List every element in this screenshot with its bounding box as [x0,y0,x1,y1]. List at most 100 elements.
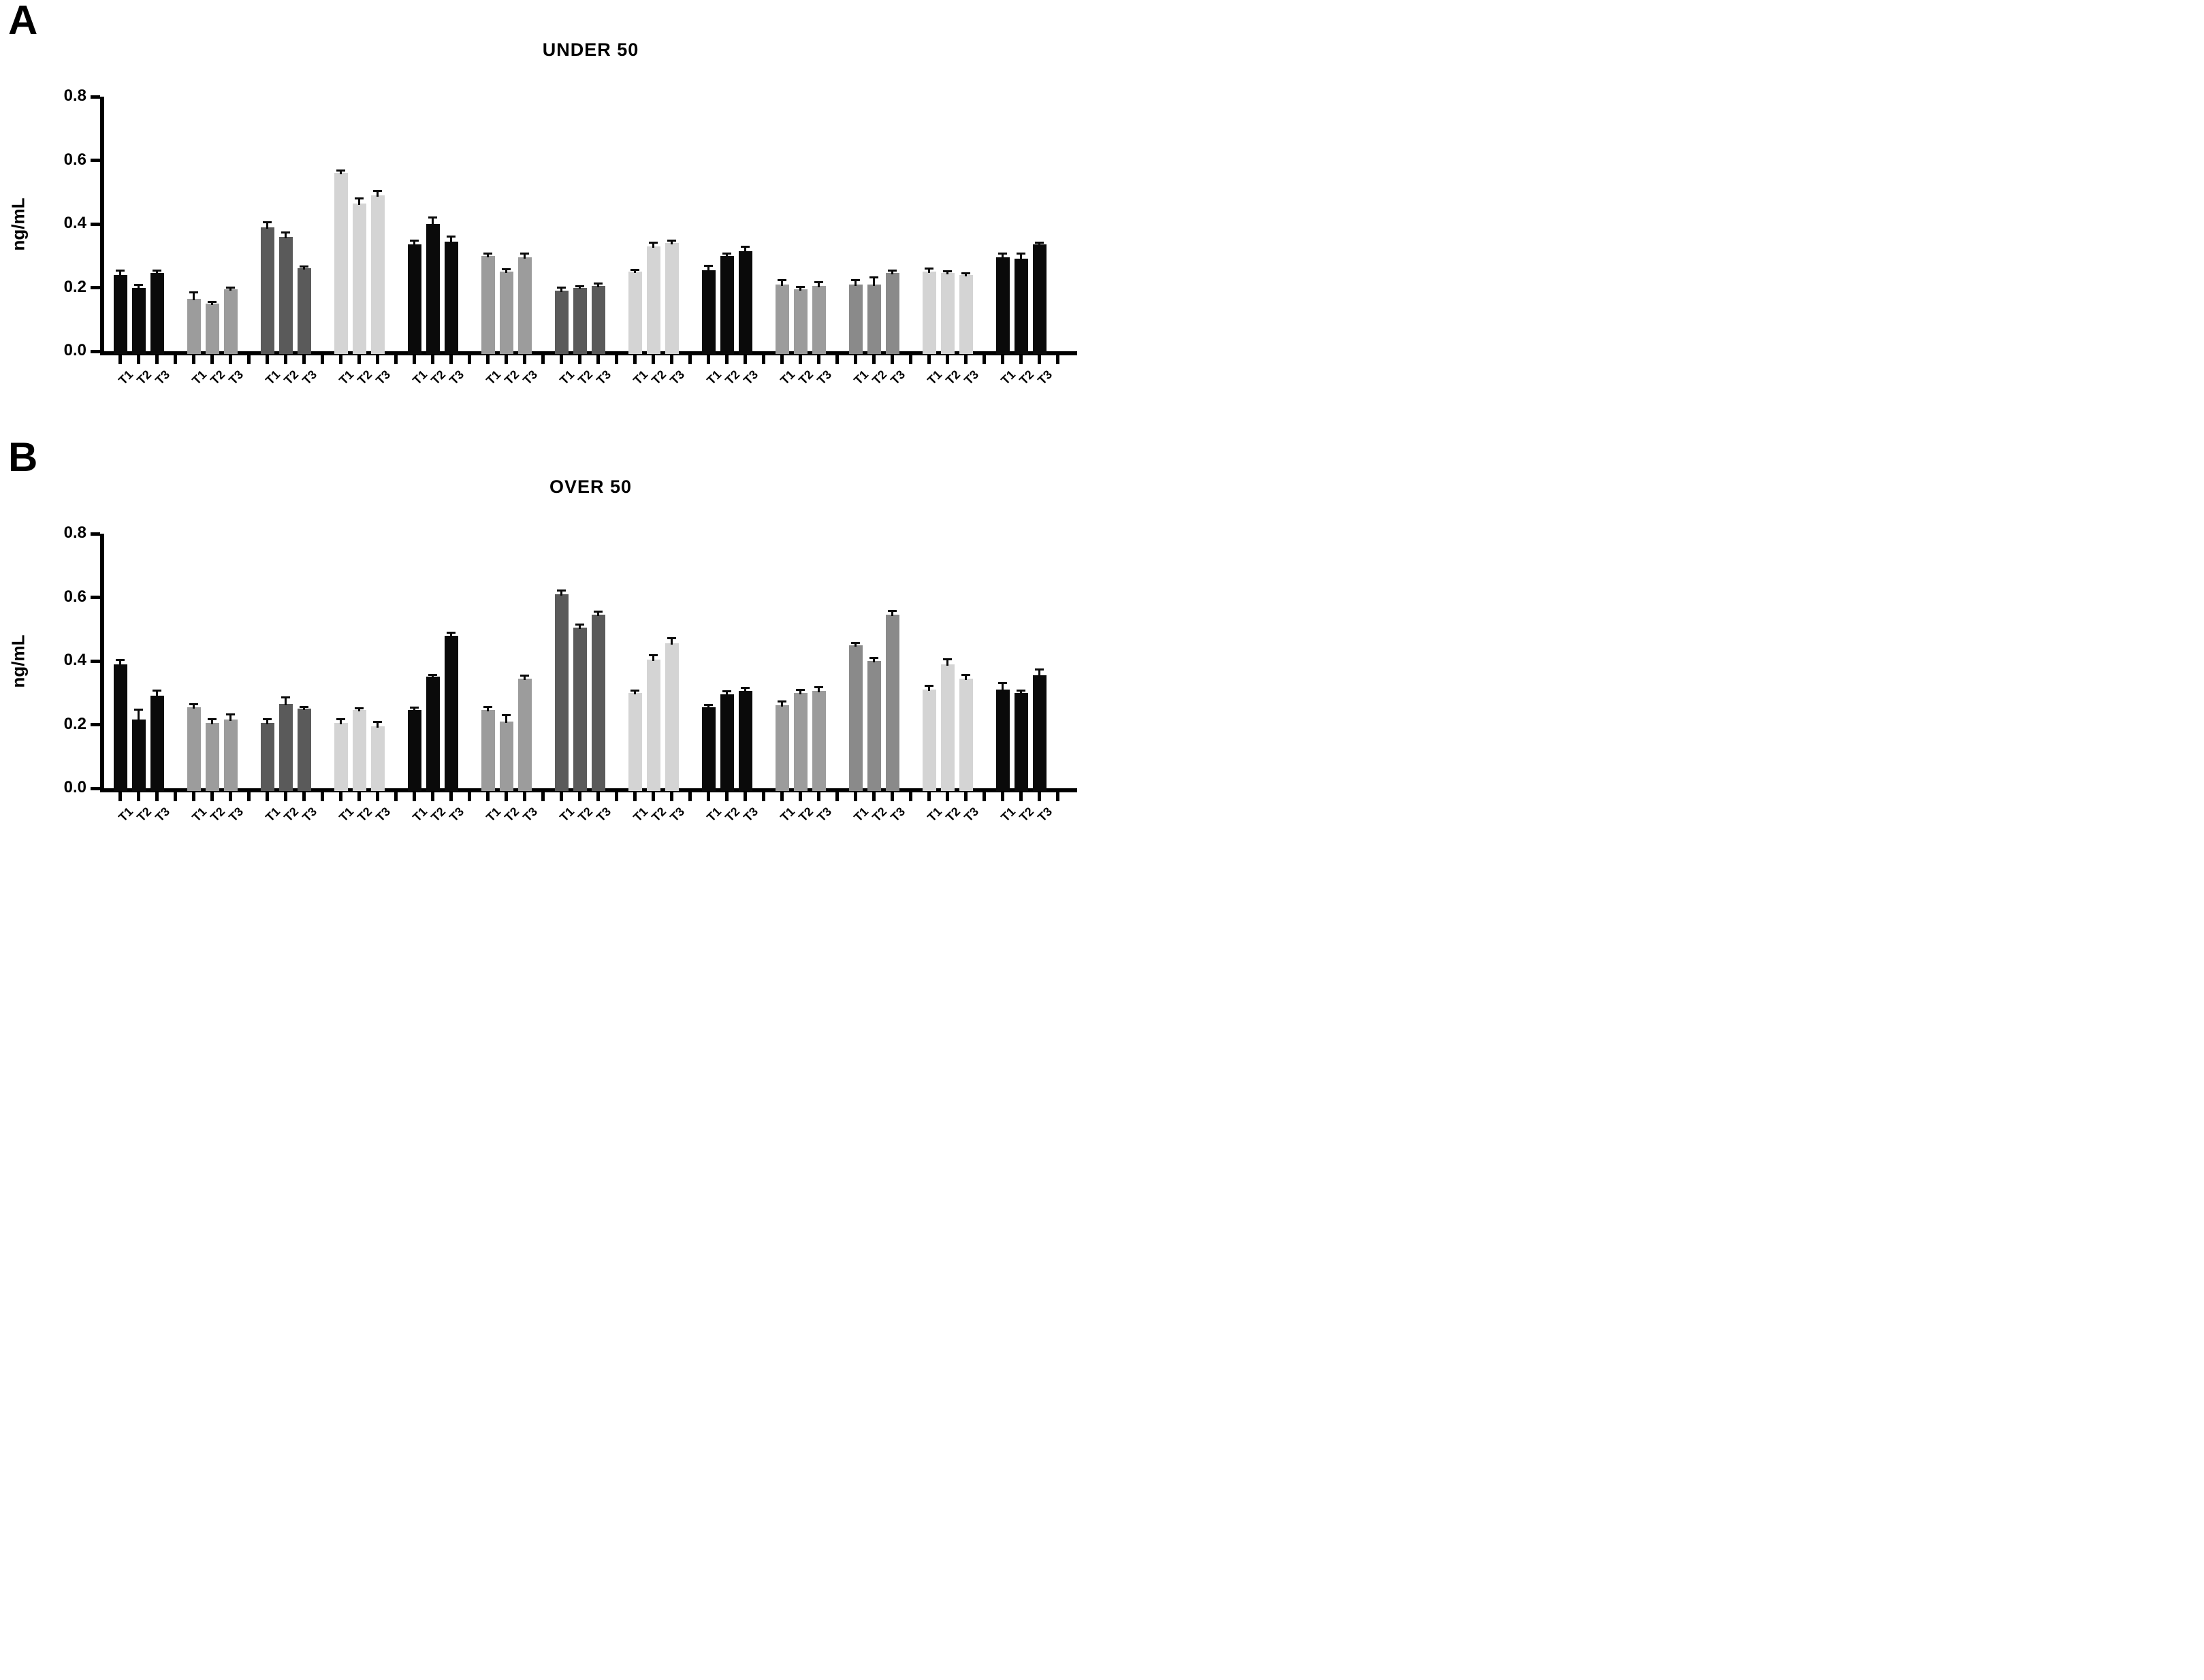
bar [517,678,532,791]
x-tick [1019,792,1023,801]
y-tick-label: 0.8 [63,523,86,542]
x-tick [266,355,269,364]
bar [352,203,366,354]
error-bar-stem [377,191,379,197]
x-tick [578,355,581,364]
error-bar-stem [560,288,562,293]
error-bar-stem [726,253,728,257]
error-bar-stem [946,271,948,275]
error-bar-stem [211,719,213,725]
x-tick [596,355,600,364]
bar [1014,692,1028,791]
x-tick [927,792,931,801]
x-tick [964,792,968,801]
x-tick [799,792,802,801]
error-bar-cap [943,270,952,272]
bar [591,615,605,791]
bar [407,710,421,791]
x-tick [339,792,342,801]
error-bar-stem [524,254,526,259]
error-bar-stem [432,675,434,679]
bar [554,594,569,791]
error-bar-cap [134,709,143,711]
bar [131,720,146,791]
error-bar-cap [778,279,786,282]
error-bar-cap [373,190,382,193]
y-tick-label: 0.8 [63,86,86,105]
bar [738,691,752,791]
error-bar-stem [726,692,728,696]
bar [278,236,293,354]
bar [701,270,716,354]
bar [499,721,513,791]
x-tick [137,355,140,364]
bar [205,303,219,354]
x-tick [670,355,673,364]
error-bar-stem [744,688,746,693]
error-bar-stem [634,691,636,694]
x-tick [799,355,802,364]
bar [370,726,385,791]
x-tick [1019,355,1023,364]
error-bar-cap [502,268,511,271]
bar [775,284,789,354]
x-tick [780,355,784,364]
x-tick [523,355,526,364]
error-bar-stem [266,719,268,725]
y-tick-label: 0.4 [63,651,86,669]
error-bar-cap [575,285,584,287]
error-bar-cap [1017,690,1025,692]
x-tick [872,355,876,364]
error-bar-cap [447,631,456,634]
y-tick-label: 0.0 [63,778,86,796]
error-bar-cap [520,674,529,677]
error-bar-cap [1035,242,1044,244]
error-bar-cap [263,221,272,223]
bar [1032,675,1047,791]
error-bar-cap [814,281,823,284]
x-tick [835,355,839,364]
bar [260,227,274,354]
error-bar-cap [189,703,198,706]
x-tick [707,792,710,801]
error-bar-cap [134,283,143,286]
error-bar-cap [649,242,658,244]
x-tick [431,355,434,364]
x-tick [596,792,600,801]
error-bar-cap [888,609,897,612]
bar [407,244,421,354]
bar [297,709,311,791]
bar [297,268,311,354]
error-bar-stem [303,707,305,711]
error-bar-cap [502,714,511,717]
x-tick [505,355,508,364]
error-bar-cap [428,216,437,219]
error-bar-cap [594,611,603,613]
bar [959,274,973,354]
error-bar-stem [138,710,140,722]
error-bar-cap [447,235,456,238]
error-bar-cap [1035,668,1044,671]
error-bar-stem [487,707,489,712]
error-bar-stem [965,273,967,276]
x-tick [1001,792,1004,801]
x-tick [523,792,526,801]
x-tick [541,355,545,364]
x-tick [468,792,471,801]
x-tick [339,355,342,364]
x-tick [174,792,177,801]
x-tick [744,355,747,364]
x-tick [229,355,232,364]
error-bar-cap [483,253,492,255]
error-bar-stem [781,701,783,707]
bar [444,635,458,791]
error-bar-stem [266,222,268,229]
x-tick [560,355,563,364]
x-tick [780,792,784,801]
x-tick [891,355,894,364]
error-bar-cap [1017,253,1025,255]
error-bar-stem [707,266,709,272]
bar [352,710,366,791]
bar [554,291,569,354]
bar [793,289,808,354]
